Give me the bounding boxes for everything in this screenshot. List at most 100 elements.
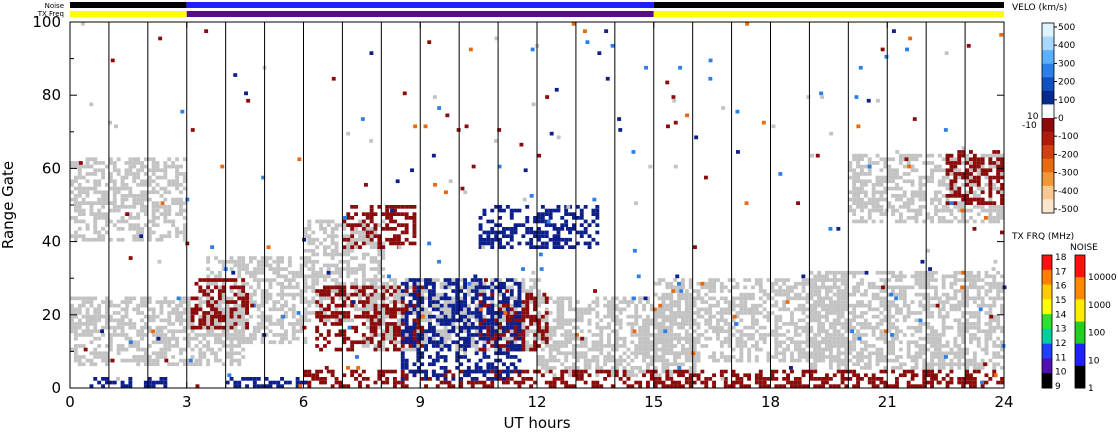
data-cell xyxy=(311,237,316,242)
data-cell xyxy=(848,168,853,173)
data-cell xyxy=(163,300,168,304)
data-cell xyxy=(918,190,923,195)
data-cell xyxy=(186,307,191,312)
data-cell xyxy=(175,230,179,235)
data-cell xyxy=(657,355,662,359)
data-cell xyxy=(969,281,973,286)
data-cell xyxy=(81,362,86,367)
data-cell xyxy=(665,285,670,290)
data-cell xyxy=(210,270,214,275)
data-cell xyxy=(466,322,471,326)
data-cell xyxy=(603,355,608,359)
data-cell xyxy=(155,190,160,195)
data-cell xyxy=(934,347,938,352)
data-cell xyxy=(330,270,335,275)
data-cell xyxy=(404,278,409,282)
data-cell xyxy=(930,329,934,334)
data-cell xyxy=(1000,216,1004,220)
data-cell xyxy=(291,274,296,279)
data-cell xyxy=(105,322,109,326)
data-cell xyxy=(326,285,331,290)
data-cell xyxy=(984,347,989,352)
data-cell xyxy=(470,344,475,348)
data-cell xyxy=(151,314,156,319)
data-cell xyxy=(836,347,841,352)
data-cell xyxy=(934,344,938,348)
data-cell xyxy=(112,303,117,308)
data-cell xyxy=(373,285,378,290)
data-cell xyxy=(482,384,487,388)
data-cell xyxy=(735,311,740,315)
data-cell xyxy=(930,325,934,330)
data-cell xyxy=(754,340,759,345)
data-cell xyxy=(163,190,168,195)
data-cell xyxy=(852,172,857,176)
data-cell xyxy=(509,336,514,341)
data-cell xyxy=(875,179,880,184)
data-cell xyxy=(182,296,187,301)
data-cell xyxy=(930,344,934,348)
data-cell xyxy=(408,285,413,290)
data-cell xyxy=(319,241,323,246)
data-cell xyxy=(221,333,226,337)
data-cell xyxy=(961,219,966,224)
data-cell xyxy=(342,267,347,271)
data-cell xyxy=(895,278,899,282)
data-cell xyxy=(155,314,160,319)
data-cell xyxy=(171,201,176,205)
data-cell xyxy=(237,259,242,264)
data-cell xyxy=(299,289,304,293)
data-cell xyxy=(852,201,857,205)
data-cell xyxy=(533,369,537,374)
data-cell xyxy=(85,179,90,184)
data-cell xyxy=(342,329,347,334)
data-cell xyxy=(116,351,121,356)
data-cell xyxy=(529,278,534,282)
data-cell xyxy=(914,318,919,323)
data-cell xyxy=(657,336,662,341)
data-cell xyxy=(350,369,355,374)
data-cell xyxy=(190,347,195,352)
data-cell xyxy=(272,300,277,304)
data-cell xyxy=(957,362,962,367)
data-cell xyxy=(171,355,176,359)
data-cell xyxy=(681,281,685,286)
data-cell xyxy=(961,292,966,297)
data-cell xyxy=(346,311,351,315)
data-cell xyxy=(817,314,822,319)
data-cell xyxy=(817,384,822,388)
data-cell xyxy=(719,318,724,323)
data-cell xyxy=(252,270,257,275)
data-cell xyxy=(128,322,133,326)
data-cell xyxy=(988,307,993,312)
data-cell xyxy=(175,212,179,216)
data-cell xyxy=(73,201,78,205)
data-cell xyxy=(684,340,689,345)
data-cell xyxy=(155,168,160,173)
data-cell xyxy=(926,336,931,341)
data-cell xyxy=(116,219,121,224)
data-cell xyxy=(132,234,137,238)
data-cell xyxy=(280,333,284,337)
data-cell xyxy=(439,314,444,319)
data-cell xyxy=(108,303,113,308)
data-cell xyxy=(735,358,740,363)
data-cell xyxy=(727,384,732,388)
data-cell xyxy=(206,347,211,352)
data-cell xyxy=(326,318,331,323)
data-cell xyxy=(891,344,895,348)
data-cell xyxy=(953,344,958,348)
data-cell xyxy=(295,322,300,326)
data-cell xyxy=(692,340,697,345)
data-cell xyxy=(762,380,767,385)
data-cell xyxy=(521,303,526,308)
data-cell xyxy=(369,278,374,282)
data-cell xyxy=(307,300,312,304)
data-cell xyxy=(373,300,378,304)
data-cell xyxy=(342,259,347,264)
data-cell xyxy=(879,300,884,304)
data-cell xyxy=(661,384,666,388)
data-cell xyxy=(268,322,273,326)
data-cell xyxy=(338,380,343,385)
data-cell xyxy=(817,285,822,290)
